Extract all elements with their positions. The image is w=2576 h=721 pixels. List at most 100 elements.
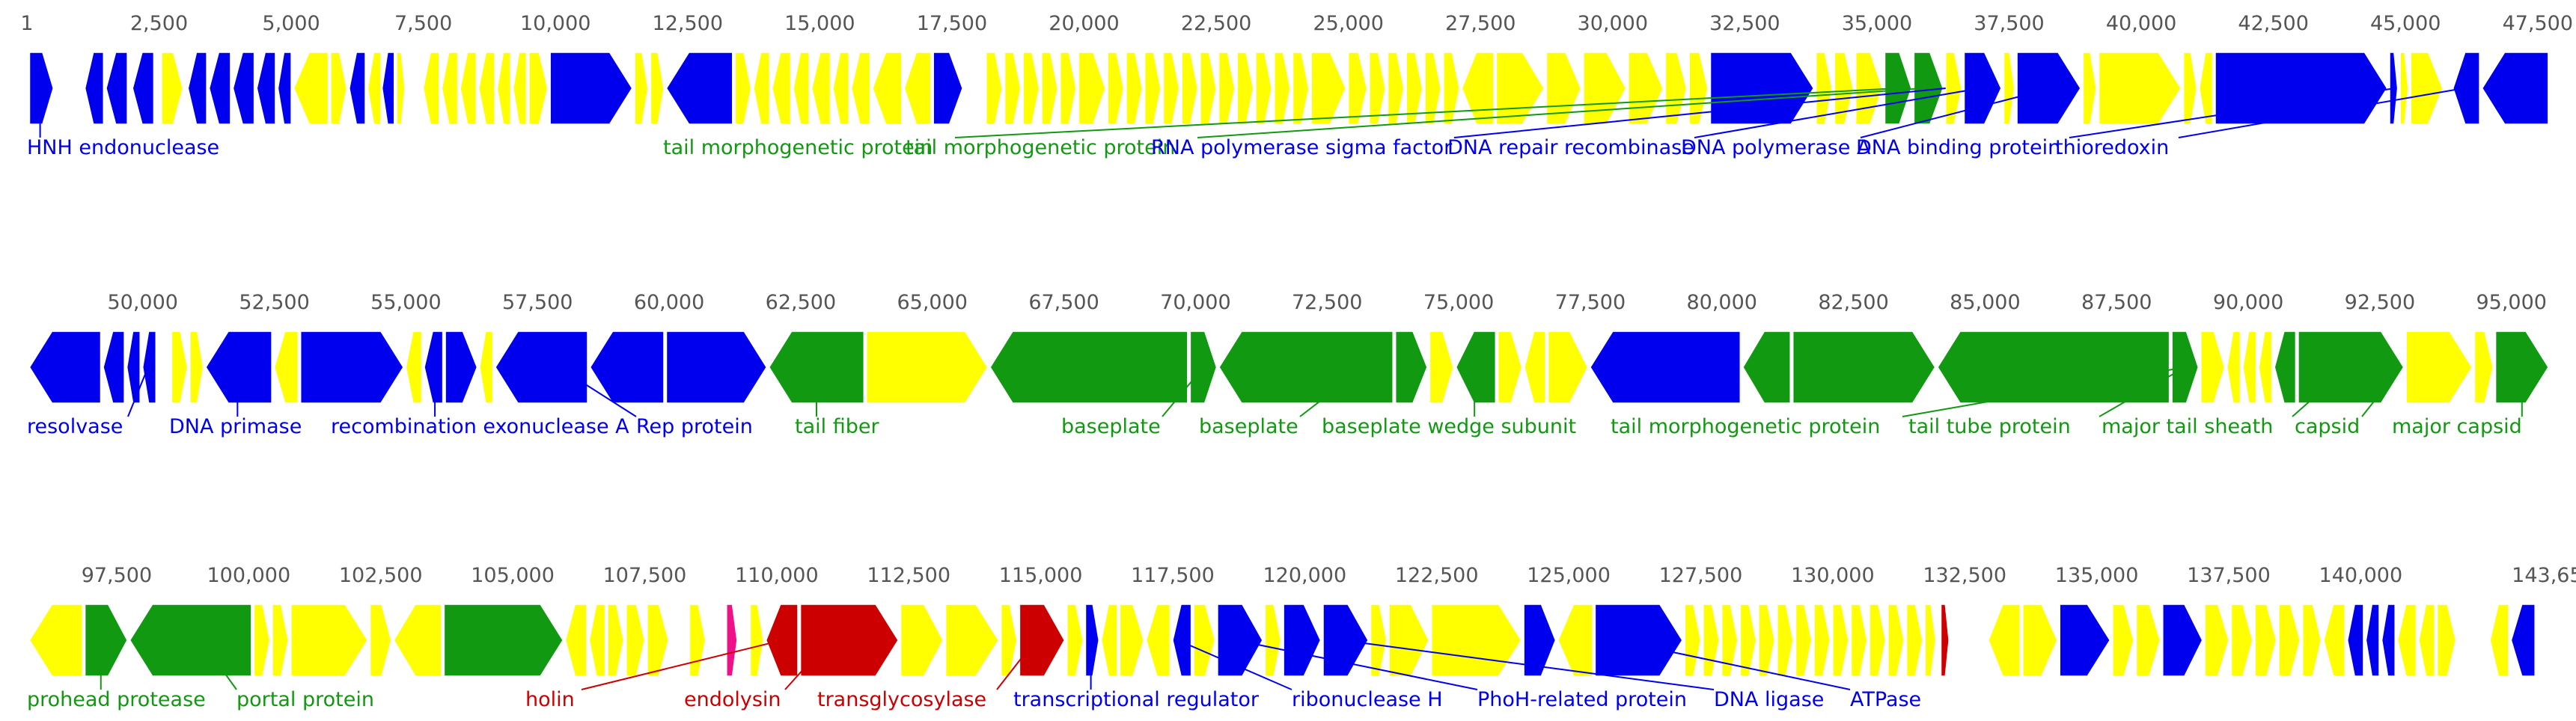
gene-arrow[interactable]	[2410, 52, 2444, 125]
gene-arrow[interactable]	[1455, 331, 1497, 404]
gene-arrow[interactable]	[330, 52, 347, 125]
gene-arrow[interactable]	[753, 52, 771, 125]
gene-arrow[interactable]	[933, 52, 963, 125]
gene-arrow[interactable]	[689, 604, 706, 677]
gene-arrow[interactable]	[1688, 52, 1709, 125]
gene-arrow[interactable]	[129, 604, 252, 677]
gene-arrow[interactable]	[1264, 604, 1282, 677]
gene-arrow[interactable]	[2489, 604, 2509, 677]
gene-arrow[interactable]	[2396, 604, 2417, 677]
gene-arrow[interactable]	[290, 604, 368, 677]
gene-arrow[interactable]	[2323, 604, 2345, 677]
gene-arrow[interactable]	[126, 331, 141, 404]
gene-arrow[interactable]	[2171, 331, 2200, 404]
gene-arrow[interactable]	[903, 52, 932, 125]
gene-arrow[interactable]	[1405, 52, 1423, 125]
gene-arrow[interactable]	[1387, 52, 1405, 125]
gene-arrow[interactable]	[2059, 604, 2111, 677]
gene-arrow[interactable]	[1940, 604, 1950, 677]
gene-arrow[interactable]	[832, 52, 849, 125]
gene-arrow[interactable]	[1172, 604, 1192, 677]
gene-arrow[interactable]	[850, 52, 871, 125]
gene-arrow[interactable]	[2346, 604, 2364, 677]
gene-arrow[interactable]	[1461, 52, 1495, 125]
gene-arrow[interactable]	[811, 52, 831, 125]
gene-arrow[interactable]	[445, 331, 478, 404]
gene-arrow[interactable]	[2215, 52, 2388, 125]
gene-arrow[interactable]	[1524, 331, 1546, 404]
gene-arrow[interactable]	[208, 52, 231, 125]
gene-arrow[interactable]	[132, 52, 155, 125]
gene-arrow[interactable]	[2405, 331, 2473, 404]
gene-arrow[interactable]	[189, 331, 204, 404]
gene-arrow[interactable]	[1913, 52, 1944, 125]
gene-arrow[interactable]	[28, 331, 102, 404]
gene-arrow[interactable]	[1628, 52, 1664, 125]
gene-arrow[interactable]	[396, 52, 406, 125]
gene-arrow[interactable]	[2022, 604, 2058, 677]
gene-arrow[interactable]	[772, 52, 792, 125]
gene-arrow[interactable]	[1937, 331, 2170, 404]
gene-arrow[interactable]	[478, 52, 495, 125]
gene-arrow[interactable]	[84, 52, 105, 125]
gene-arrow[interactable]	[441, 52, 459, 125]
gene-arrow[interactable]	[1988, 604, 2021, 677]
gene-arrow[interactable]	[989, 331, 1188, 404]
gene-arrow[interactable]	[564, 604, 587, 677]
gene-arrow[interactable]	[900, 604, 944, 677]
gene-arrow[interactable]	[1703, 604, 1720, 677]
gene-arrow[interactable]	[2003, 52, 2015, 125]
gene-arrow[interactable]	[367, 52, 382, 125]
gene-arrow[interactable]	[1084, 604, 1099, 677]
gene-arrow[interactable]	[1019, 604, 1066, 677]
gene-arrow[interactable]	[944, 604, 999, 677]
gene-arrow[interactable]	[460, 52, 477, 125]
gene-arrow[interactable]	[2204, 604, 2229, 677]
gene-arrow[interactable]	[1832, 604, 1849, 677]
gene-arrow[interactable]	[1443, 52, 1460, 125]
gene-arrow[interactable]	[634, 52, 649, 125]
gene-arrow[interactable]	[369, 604, 392, 677]
gene-arrow[interactable]	[726, 604, 738, 677]
gene-arrow[interactable]	[866, 331, 989, 404]
gene-arrow[interactable]	[1022, 52, 1040, 125]
gene-arrow[interactable]	[1498, 331, 1523, 404]
gene-arrow[interactable]	[1850, 604, 1868, 677]
gene-arrow[interactable]	[1815, 52, 1833, 125]
gene-arrow[interactable]	[253, 604, 271, 677]
gene-arrow[interactable]	[2162, 604, 2203, 677]
gene-arrow[interactable]	[1777, 604, 1794, 677]
gene-arrow[interactable]	[232, 52, 255, 125]
gene-arrow[interactable]	[626, 604, 646, 677]
gene-arrow[interactable]	[549, 52, 633, 125]
gene-arrow[interactable]	[665, 331, 768, 404]
gene-arrow[interactable]	[1869, 604, 1887, 677]
gene-arrow[interactable]	[1795, 604, 1813, 677]
gene-arrow[interactable]	[28, 604, 83, 677]
gene-arrow[interactable]	[381, 52, 395, 125]
gene-arrow[interactable]	[293, 52, 329, 125]
gene-arrow[interactable]	[2510, 604, 2536, 677]
gene-arrow[interactable]	[2135, 604, 2161, 677]
gene-arrow[interactable]	[299, 331, 404, 404]
gene-arrow[interactable]	[1004, 52, 1022, 125]
gene-arrow[interactable]	[1119, 604, 1144, 677]
gene-arrow[interactable]	[1370, 604, 1388, 677]
gene-arrow[interactable]	[422, 52, 440, 125]
gene-arrow[interactable]	[2381, 604, 2396, 677]
gene-arrow[interactable]	[2473, 331, 2494, 404]
gene-arrow[interactable]	[1924, 604, 1937, 677]
gene-arrow[interactable]	[405, 331, 423, 404]
gene-arrow[interactable]	[1369, 52, 1386, 125]
gene-arrow[interactable]	[1709, 52, 1815, 125]
gene-arrow[interactable]	[1884, 52, 1912, 125]
gene-arrow[interactable]	[273, 331, 299, 404]
gene-arrow[interactable]	[2298, 331, 2405, 404]
gene-arrow[interactable]	[1963, 52, 2002, 125]
gene-arrow[interactable]	[1283, 604, 1322, 677]
gene-arrow[interactable]	[528, 52, 549, 125]
gene-arrow[interactable]	[205, 331, 272, 404]
gene-arrow[interactable]	[424, 331, 444, 404]
gene-arrow[interactable]	[103, 331, 125, 404]
gene-arrow[interactable]	[872, 52, 903, 125]
